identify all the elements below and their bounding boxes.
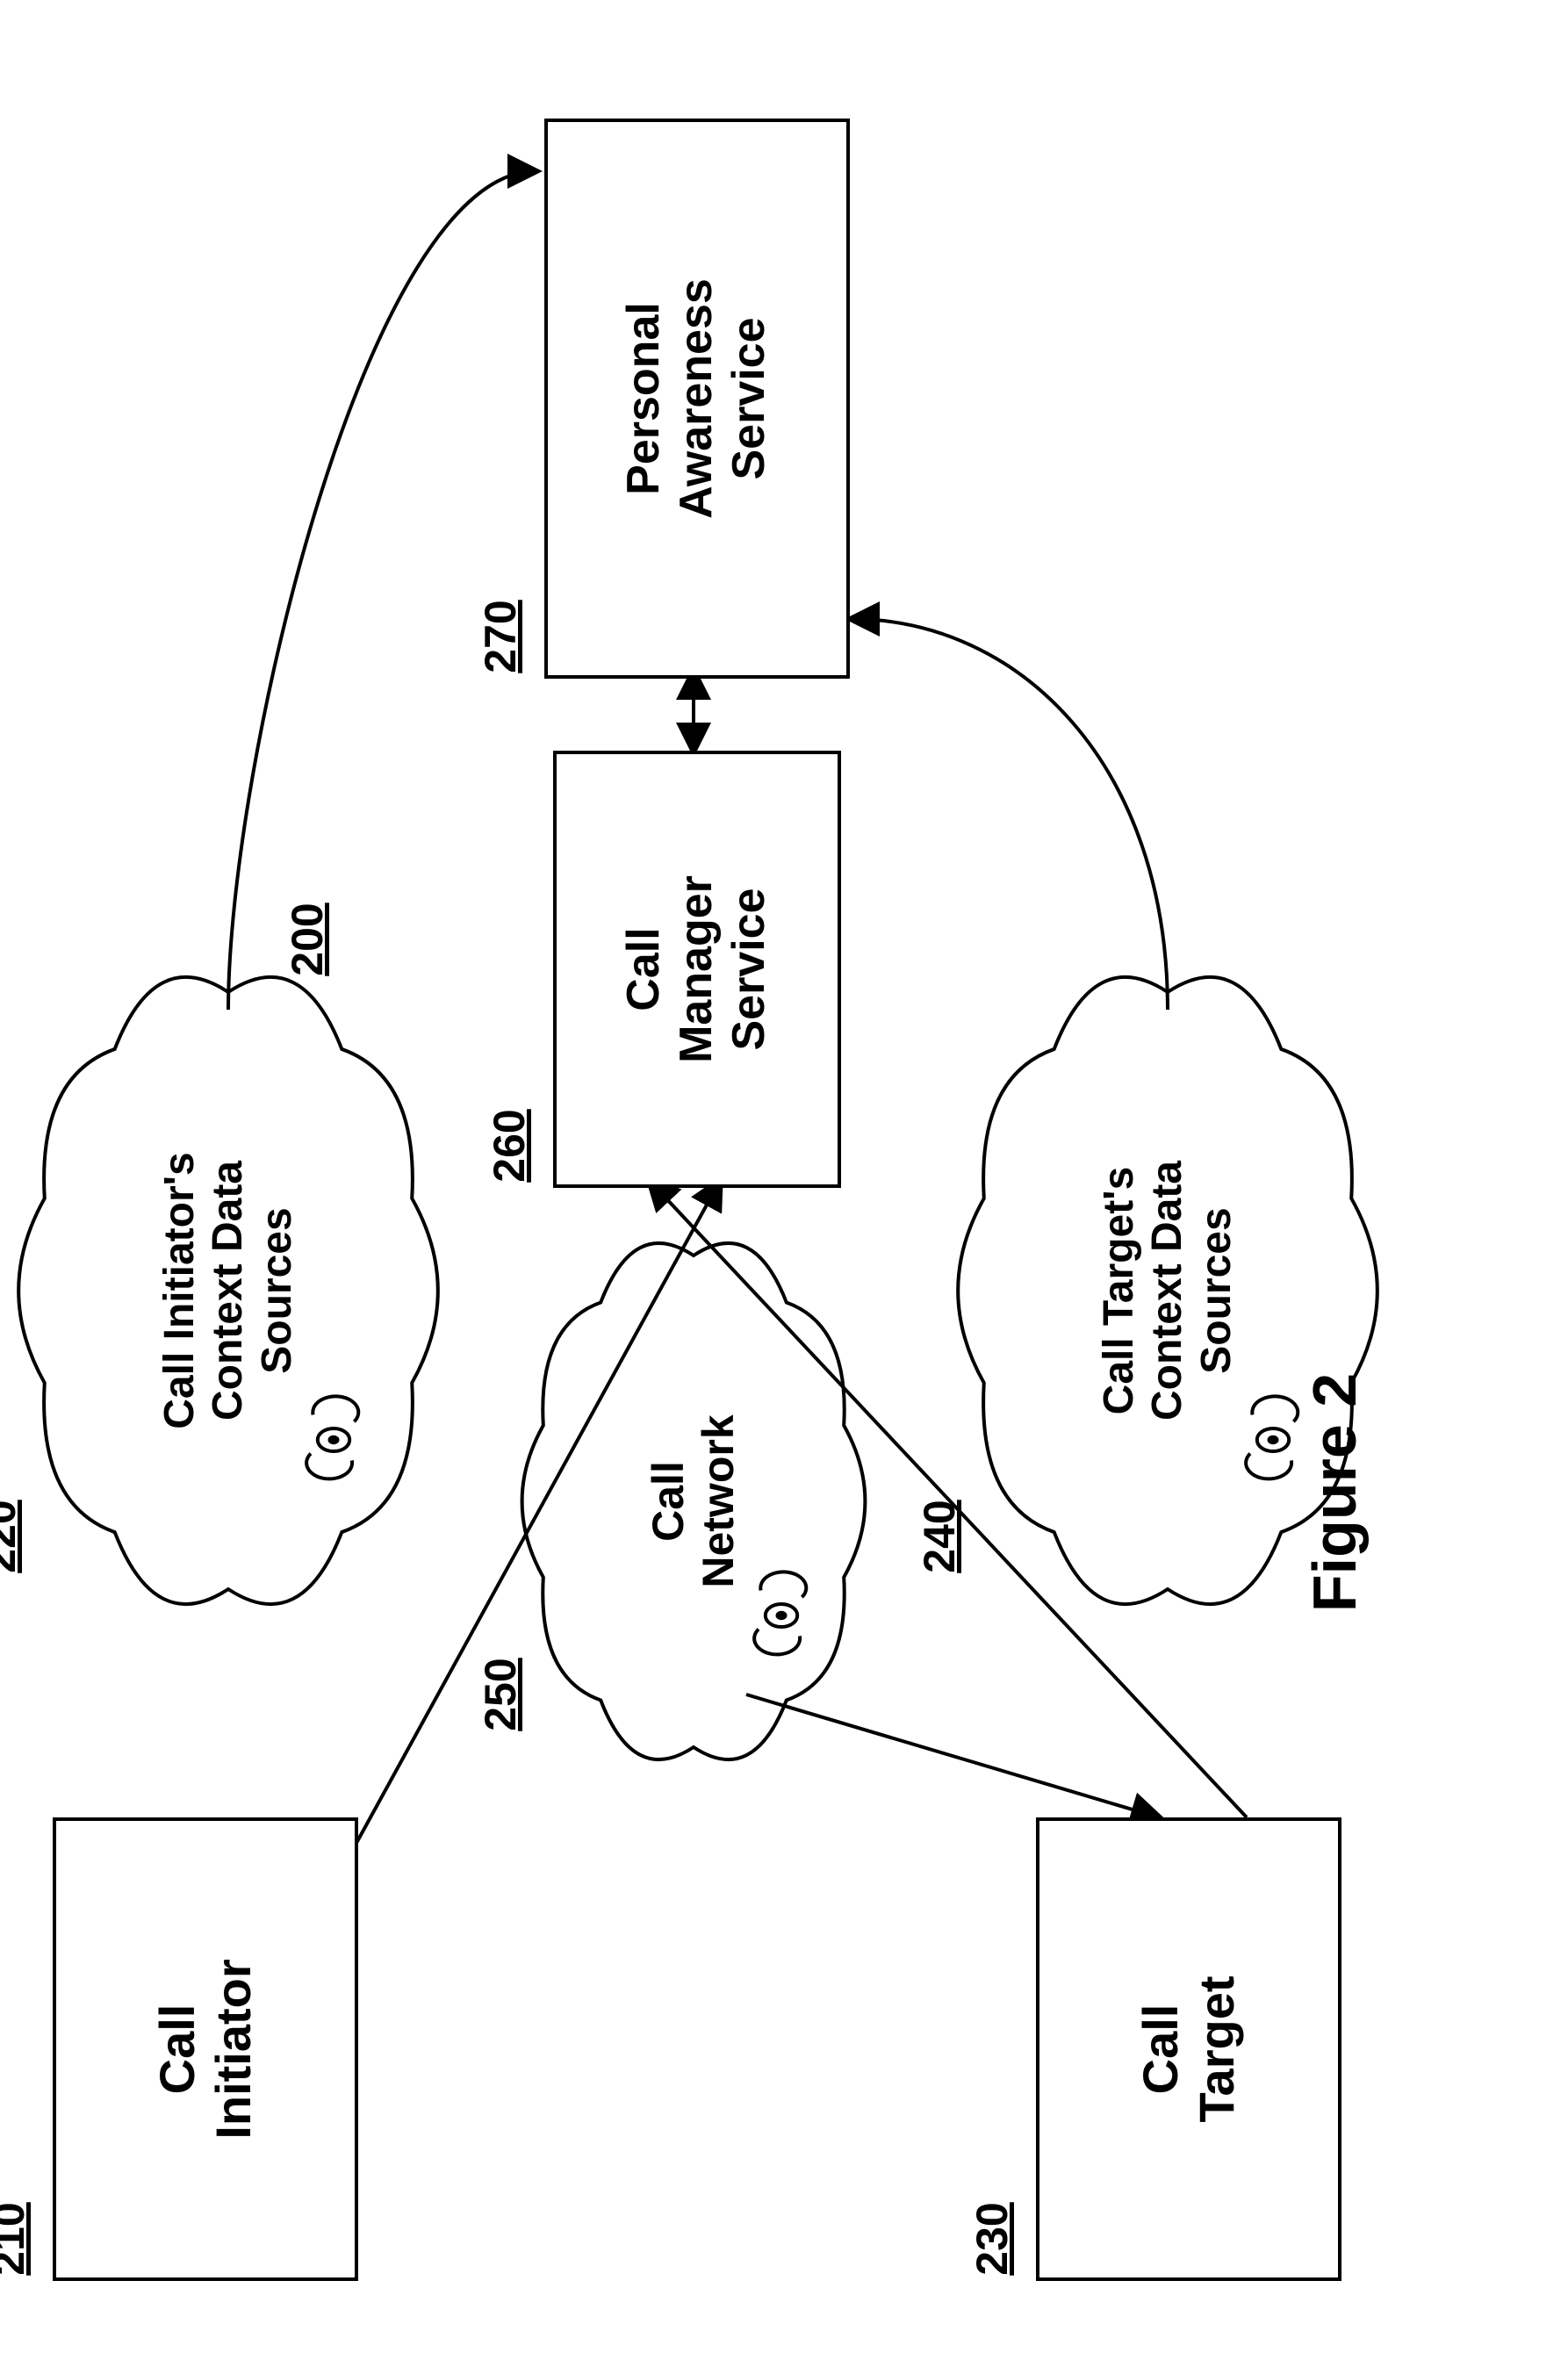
ref-200: 200	[272, 852, 342, 1027]
call-network-label: Call Network	[562, 1150, 825, 1853]
ref-270: 270	[465, 549, 536, 724]
initiator-context-label: Call Initiator's Context Data Sources	[97, 939, 360, 1642]
ref-220: 220	[0, 1449, 35, 1624]
personal-awareness-box: Personal Awareness Service	[544, 119, 850, 679]
ref-260: 260	[474, 1058, 544, 1234]
target-context-label: Call Target's Context Data Sources	[1036, 939, 1299, 1642]
ref-250: 250	[465, 1607, 536, 1782]
figure-caption: Figure 2	[1282, 1273, 1387, 1712]
ref-210: 210	[0, 2151, 44, 2327]
ref-240: 240	[904, 1449, 975, 1624]
call-initiator-label: Call Initiator	[149, 1959, 263, 2139]
personal-awareness-label: Personal Awareness Service	[618, 278, 775, 519]
call-manager-label: Call Manager Service	[618, 875, 775, 1063]
call-target-box: Call Target	[1036, 1817, 1341, 2281]
call-target-label: Call Target	[1133, 1976, 1246, 2123]
call-manager-box: Call Manager Service	[553, 751, 841, 1188]
call-initiator-box: Call Initiator	[53, 1817, 358, 2281]
ref-230: 230	[957, 2151, 1027, 2327]
